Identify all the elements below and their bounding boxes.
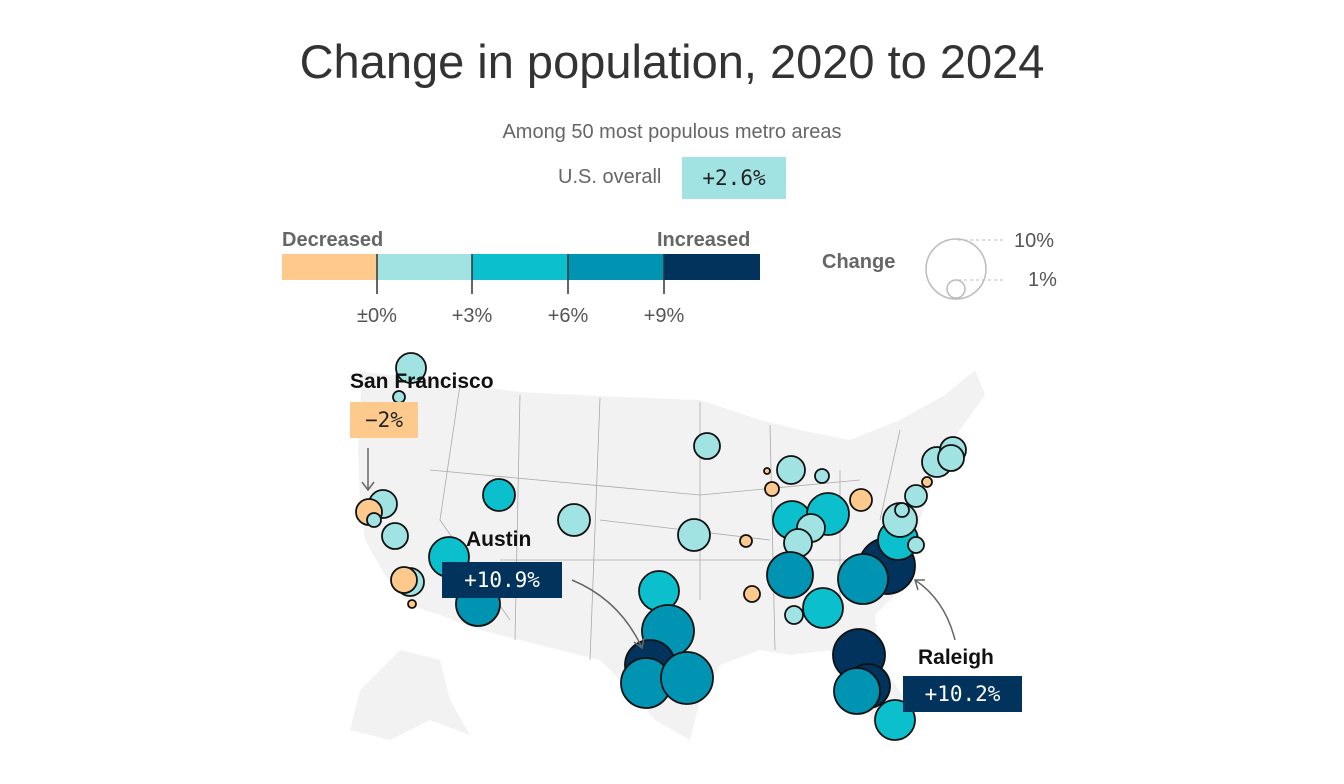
size-legend-large: 10% [1014,230,1055,252]
metro-bubble [921,476,933,488]
metro-bubble [407,599,417,609]
size-legend-small-circle [946,279,966,299]
state-border [429,469,861,496]
state-border [589,397,601,661]
label-raleigh: Raleigh [918,646,994,669]
metro-bubble [894,502,910,518]
metro-bubble [849,488,873,512]
arrow-austin [571,579,645,650]
metro-bubble [833,667,881,715]
metro-bubble [482,478,516,512]
size-legend-large-circle [925,238,987,300]
metro-bubble [937,444,965,472]
legend-increased: Increased [657,229,751,251]
legend-tick: +9% [643,305,685,327]
legend-tick: +6% [547,305,589,327]
metro-bubble [802,587,844,629]
metro-bubble [814,468,830,484]
label-austin: Austin [466,528,532,551]
value-raleigh: +10.2% [903,676,1022,712]
metro-bubble [660,651,714,705]
metro-bubble [907,536,925,554]
overall-value: +2.6% [682,157,786,199]
metro-bubble [776,455,806,485]
metro-bubble [764,481,780,497]
state-border [769,424,776,651]
legend-tick: ±0% [357,305,397,327]
legend-tick: +3% [451,305,493,327]
metro-bubble [904,484,928,508]
label-san-francisco: San Francisco [350,370,494,393]
size-legend-small: 1% [1028,269,1057,291]
metro-bubble [366,512,382,528]
metro-bubble [784,605,804,625]
alaska-land [350,650,470,740]
legend-swatch [282,254,377,280]
metro-bubble [743,585,761,603]
legend-decreased: Decreased [282,229,384,251]
metro-bubble [677,518,711,552]
metro-bubble [557,503,591,537]
metro-bubble [766,551,814,599]
state-border [514,394,521,641]
arrow-raleigh [913,579,956,641]
value-austin: +10.9% [442,562,562,598]
legend-swatch [568,254,664,280]
metro-bubble [763,467,771,475]
arrow-san-francisco [361,448,375,492]
metro-bubble [395,352,427,384]
legend-swatch [377,254,472,280]
metro-bubble [739,534,753,548]
metro-bubble [693,432,721,460]
legend-swatch [664,254,760,280]
metro-bubble [390,566,418,594]
value-san-francisco: −2% [350,402,418,438]
chart-subtitle: Among 50 most populous metro areas [502,121,842,143]
legend-swatch [472,254,568,280]
us-land [358,370,985,740]
metro-bubble [837,553,889,605]
size-legend-title: Change [822,251,896,273]
metro-bubble [381,522,409,550]
overall-label: U.S. overall [558,166,662,188]
chart-title: Change in population, 2020 to 2024 [299,35,1045,88]
state-border [879,429,901,521]
